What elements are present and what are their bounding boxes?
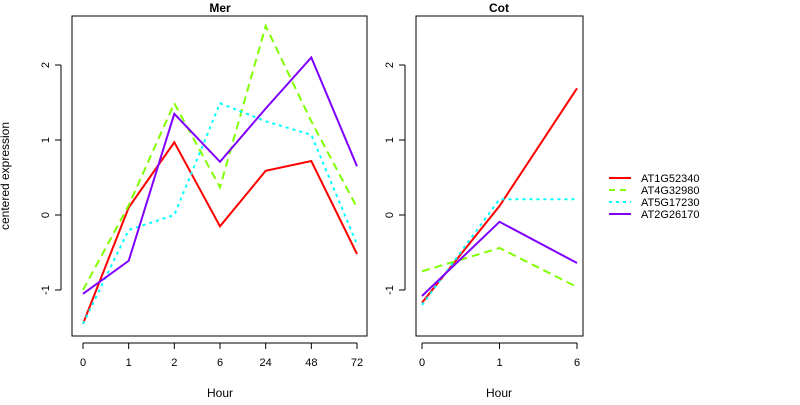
y-tick-label: 0 <box>384 212 396 218</box>
y-tick-label: 1 <box>384 137 396 143</box>
x-tick-label: 0 <box>80 357 86 369</box>
legend-label: AT1G52340 <box>641 173 700 185</box>
series-line-at1g52340 <box>83 142 357 323</box>
series-line-at5g17230 <box>422 199 577 305</box>
plot-frame <box>416 16 583 336</box>
legend-item: AT5G17230 <box>609 197 700 209</box>
legend-item: AT1G52340 <box>609 173 700 185</box>
x-tick-label: 48 <box>305 357 317 369</box>
x-axis-label: Hour <box>207 386 233 400</box>
series-lines <box>422 88 577 305</box>
x-ticks: 0 1 6 <box>419 343 580 369</box>
legend-item: AT4G32980 <box>609 185 700 197</box>
series-line-at4g32980 <box>422 248 577 287</box>
series-line-at2g26170 <box>422 222 577 296</box>
y-axis-label: centered expression <box>0 122 12 230</box>
y-tick-label: -1 <box>384 285 396 295</box>
y-ticks: -1 0 1 2 <box>40 62 61 295</box>
x-tick-label: 0 <box>419 357 425 369</box>
x-tick-label: 1 <box>126 357 132 369</box>
x-ticks: 0 1 2 6 24 48 72 <box>80 343 363 369</box>
x-tick-label: 1 <box>496 357 502 369</box>
panel-title: Cot <box>489 1 509 15</box>
series-line-at4g32980 <box>83 26 357 290</box>
plot-frame <box>72 16 367 336</box>
series-lines <box>83 26 357 324</box>
y-tick-label: 2 <box>40 62 52 68</box>
y-tick-label: 2 <box>384 62 396 68</box>
y-tick-label: 1 <box>40 137 52 143</box>
series-line-at5g17230 <box>83 103 357 323</box>
x-axis-label: Hour <box>486 386 512 400</box>
y-ticks: -1 0 1 2 <box>384 62 405 295</box>
legend-label: AT5G17230 <box>641 197 700 209</box>
legend-label: AT2G26170 <box>641 209 700 221</box>
panel-title: Mer <box>209 1 231 15</box>
legend: AT1G52340 AT4G32980 AT5G17230 AT2G26170 <box>609 173 700 221</box>
legend-item: AT2G26170 <box>609 209 700 221</box>
x-tick-label: 24 <box>260 357 272 369</box>
x-tick-label: 6 <box>217 357 223 369</box>
x-tick-label: 72 <box>351 357 363 369</box>
series-line-at1g52340 <box>422 88 577 302</box>
y-tick-label: 0 <box>40 212 52 218</box>
y-tick-label: -1 <box>40 285 52 295</box>
series-line-at2g26170 <box>83 58 357 294</box>
panel-cot: Cot Hour 0 1 6 -1 0 1 2 <box>384 1 583 400</box>
legend-label: AT4G32980 <box>641 185 700 197</box>
x-tick-label: 2 <box>171 357 177 369</box>
x-tick-label: 6 <box>574 357 580 369</box>
